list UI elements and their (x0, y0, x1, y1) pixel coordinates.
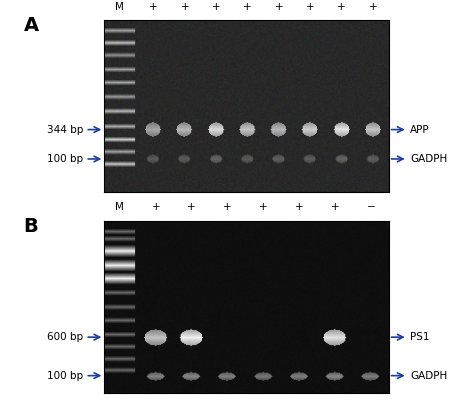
Text: M: M (115, 2, 124, 12)
Text: A: A (24, 16, 39, 35)
Text: +: + (275, 2, 283, 12)
Text: +: + (212, 2, 221, 12)
Text: +: + (337, 2, 346, 12)
Text: PS1: PS1 (410, 332, 429, 342)
Text: −: − (366, 202, 375, 212)
Text: +: + (152, 202, 160, 212)
Text: 100 bp: 100 bp (47, 154, 83, 164)
Text: +: + (331, 202, 339, 212)
Text: +: + (243, 2, 252, 12)
Text: APP: APP (410, 125, 429, 134)
Text: 600 bp: 600 bp (47, 332, 83, 342)
Text: GADPH: GADPH (410, 371, 447, 381)
Text: B: B (24, 217, 38, 236)
Text: 100 bp: 100 bp (47, 371, 83, 381)
Text: +: + (149, 2, 158, 12)
Text: +: + (295, 202, 303, 212)
Text: GADPH: GADPH (410, 154, 447, 164)
Text: +: + (369, 2, 377, 12)
Text: 344 bp: 344 bp (46, 125, 83, 134)
Text: M: M (115, 202, 124, 212)
Text: +: + (306, 2, 315, 12)
Text: +: + (181, 2, 189, 12)
Text: +: + (259, 202, 268, 212)
Text: +: + (223, 202, 232, 212)
Text: +: + (187, 202, 196, 212)
